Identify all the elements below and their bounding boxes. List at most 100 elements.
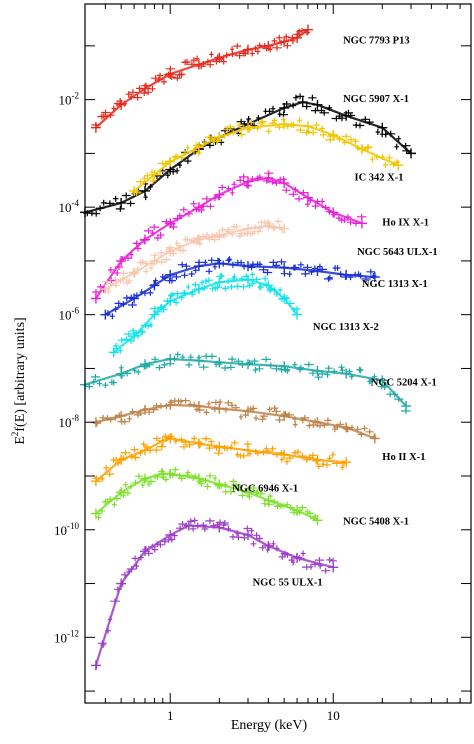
data-marker — [295, 127, 305, 134]
data-marker — [401, 408, 411, 414]
data-marker — [338, 364, 345, 371]
data-marker — [314, 557, 324, 564]
x-axis-title: Energy (keV) — [231, 718, 308, 733]
data-marker — [117, 337, 126, 344]
y-tick-exp: -2 — [72, 91, 80, 101]
x-tick-label: 10 — [327, 708, 340, 723]
data-marker — [208, 257, 216, 264]
data-marker — [161, 78, 167, 85]
data-marker — [143, 268, 149, 275]
data-marker — [213, 138, 222, 145]
data-marker — [278, 553, 286, 560]
data-marker — [226, 364, 235, 371]
data-marker — [144, 550, 153, 557]
data-marker — [294, 195, 304, 202]
data-marker — [297, 117, 302, 124]
data-marker — [212, 475, 218, 482]
data-marker — [293, 305, 301, 312]
data-marker — [230, 189, 235, 196]
data-marker — [326, 556, 333, 563]
data-marker — [265, 219, 271, 226]
series-line — [94, 176, 363, 300]
data-marker — [85, 383, 94, 390]
data-marker — [272, 44, 282, 51]
data-marker — [256, 490, 266, 497]
data-marker — [274, 218, 283, 225]
data-marker — [243, 273, 250, 280]
data-marker — [140, 441, 147, 448]
data-marker — [298, 504, 307, 511]
y-axis-title-rest: f(E) [arbitrary units] — [13, 317, 28, 431]
data-marker — [218, 139, 225, 146]
data-marker — [386, 154, 393, 161]
series-line — [94, 524, 334, 666]
data-marker — [134, 332, 142, 339]
data-marker — [250, 540, 257, 547]
data-marker — [239, 173, 249, 180]
data-marker — [300, 550, 306, 557]
data-marker — [195, 259, 204, 266]
data-marker — [249, 271, 255, 278]
data-marker — [97, 380, 103, 387]
data-marker — [329, 557, 337, 564]
data-marker — [313, 122, 320, 128]
data-marker — [163, 433, 168, 440]
data-marker — [282, 187, 291, 194]
data-marker — [168, 168, 178, 175]
data-marker — [246, 493, 253, 500]
data-marker — [228, 402, 236, 409]
data-marker — [262, 269, 273, 276]
series-line — [95, 472, 318, 522]
data-marker — [174, 167, 180, 174]
data-marker — [111, 276, 120, 283]
data-marker — [258, 118, 267, 125]
data-marker — [185, 469, 191, 476]
data-marker — [187, 518, 195, 525]
data-marker — [247, 450, 253, 457]
data-marker — [246, 116, 251, 122]
data-marker — [365, 428, 374, 435]
data-marker — [186, 283, 191, 290]
data-marker — [325, 365, 333, 372]
data-marker — [347, 136, 355, 143]
data-marker — [306, 510, 314, 517]
data-marker — [202, 195, 212, 202]
data-marker — [231, 181, 237, 188]
data-marker — [203, 409, 210, 416]
data-marker — [206, 400, 212, 407]
data-marker — [191, 517, 198, 524]
y-tick-base: 10 — [54, 630, 67, 645]
data-marker — [267, 406, 273, 413]
data-marker — [217, 399, 223, 405]
data-marker — [148, 265, 154, 271]
y-tick-exp: -6 — [72, 306, 80, 316]
series-6 — [108, 271, 303, 358]
data-marker — [206, 203, 215, 210]
data-marker — [130, 454, 141, 461]
series-line — [113, 278, 298, 354]
data-marker — [110, 379, 117, 386]
series-4 — [100, 218, 290, 295]
data-marker — [327, 274, 333, 281]
data-marker — [161, 218, 172, 225]
data-marker — [149, 169, 155, 176]
data-marker — [90, 373, 100, 380]
data-marker — [133, 94, 142, 101]
data-marker — [338, 115, 347, 122]
data-marker — [319, 109, 329, 116]
data-marker — [355, 122, 365, 129]
data-marker — [142, 175, 147, 182]
data-marker — [218, 184, 226, 191]
data-marker — [244, 441, 252, 448]
series-label: Ho II X-1 — [382, 452, 425, 463]
data-marker — [339, 367, 346, 374]
data-marker — [291, 449, 298, 456]
data-marker — [271, 540, 276, 547]
data-marker — [150, 305, 160, 312]
data-marker — [156, 232, 165, 238]
data-marker — [361, 425, 368, 432]
data-marker — [356, 213, 367, 220]
data-marker — [179, 247, 188, 254]
data-marker — [295, 93, 305, 100]
data-marker — [156, 72, 164, 79]
